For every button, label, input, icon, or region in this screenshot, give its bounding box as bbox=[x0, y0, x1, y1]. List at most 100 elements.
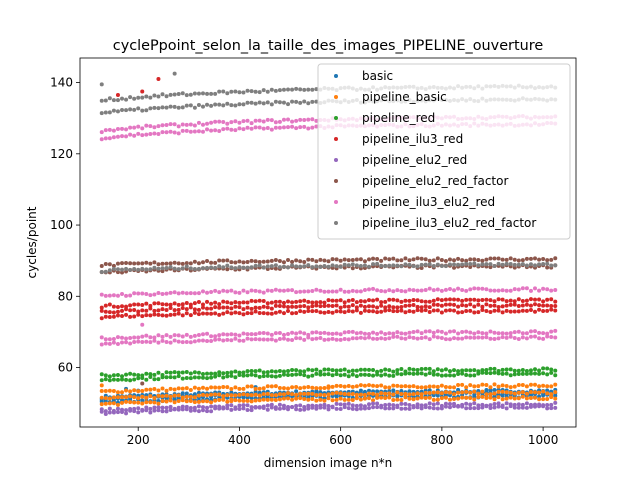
data-point bbox=[553, 373, 558, 378]
data-point bbox=[383, 299, 388, 304]
data-point bbox=[395, 390, 400, 395]
data-point bbox=[427, 329, 432, 334]
data-point bbox=[245, 407, 250, 412]
data-point bbox=[533, 297, 538, 302]
data-point bbox=[200, 266, 205, 271]
data-point bbox=[103, 373, 108, 378]
data-point bbox=[160, 405, 165, 410]
data-point bbox=[435, 372, 440, 377]
data-point bbox=[253, 101, 258, 106]
data-point bbox=[120, 270, 125, 275]
data-point bbox=[342, 257, 347, 262]
data-point bbox=[245, 403, 250, 408]
data-point bbox=[188, 313, 193, 318]
data-point bbox=[140, 314, 145, 319]
data-point bbox=[468, 402, 473, 407]
data-point bbox=[237, 407, 242, 412]
data-point bbox=[524, 286, 529, 291]
data-point bbox=[435, 297, 440, 302]
data-point bbox=[172, 104, 177, 109]
data-point bbox=[354, 336, 359, 341]
data-point bbox=[371, 330, 376, 335]
data-point bbox=[464, 368, 469, 373]
x-tick-label: 800 bbox=[430, 433, 453, 447]
data-point bbox=[492, 337, 497, 342]
data-point bbox=[354, 368, 359, 373]
data-point bbox=[545, 308, 550, 313]
data-point bbox=[383, 372, 388, 377]
data-point bbox=[229, 265, 234, 270]
data-point bbox=[553, 287, 558, 292]
data-point bbox=[419, 305, 424, 310]
data-point bbox=[431, 258, 436, 263]
data-point bbox=[245, 332, 250, 337]
data-point bbox=[249, 337, 254, 342]
data-point bbox=[221, 338, 226, 343]
data-point bbox=[379, 309, 384, 314]
data-point bbox=[221, 258, 226, 263]
data-point bbox=[209, 265, 214, 270]
data-point bbox=[379, 300, 384, 305]
data-point bbox=[322, 393, 327, 398]
data-point bbox=[184, 103, 189, 108]
data-point bbox=[407, 402, 412, 407]
data-point bbox=[176, 398, 181, 403]
data-point bbox=[508, 331, 513, 336]
data-point bbox=[164, 122, 169, 127]
data-point bbox=[180, 261, 185, 266]
data-point bbox=[257, 374, 262, 379]
data-point bbox=[120, 395, 125, 400]
data-point bbox=[164, 405, 169, 410]
data-point bbox=[213, 406, 218, 411]
data-point bbox=[192, 129, 197, 134]
data-point bbox=[184, 311, 189, 316]
data-point bbox=[261, 265, 266, 270]
data-point bbox=[277, 373, 282, 378]
data-point bbox=[164, 261, 169, 266]
data-point bbox=[443, 367, 448, 372]
data-point bbox=[281, 100, 286, 105]
data-point bbox=[460, 390, 465, 395]
data-point bbox=[205, 102, 210, 107]
data-point bbox=[140, 133, 145, 138]
data-point bbox=[265, 337, 270, 342]
data-point bbox=[504, 308, 509, 313]
data-point bbox=[120, 374, 125, 379]
data-point bbox=[205, 376, 210, 381]
data-point bbox=[213, 398, 218, 403]
data-point bbox=[533, 382, 538, 387]
data-point bbox=[124, 395, 129, 400]
data-point bbox=[124, 134, 129, 139]
data-point bbox=[229, 407, 234, 412]
data-point bbox=[472, 286, 477, 291]
data-point bbox=[549, 297, 554, 302]
data-point bbox=[362, 331, 367, 336]
data-point bbox=[350, 288, 355, 293]
data-point bbox=[387, 402, 392, 407]
data-point bbox=[294, 407, 299, 412]
data-point bbox=[318, 405, 323, 410]
data-point bbox=[310, 391, 315, 396]
data-point bbox=[168, 129, 173, 134]
data-point bbox=[371, 286, 376, 291]
data-point bbox=[273, 266, 278, 271]
data-point bbox=[298, 403, 303, 408]
data-point bbox=[261, 290, 266, 295]
data-point bbox=[176, 302, 181, 307]
data-point bbox=[472, 304, 477, 309]
data-point bbox=[545, 403, 550, 408]
data-point bbox=[476, 258, 481, 263]
data-point bbox=[103, 341, 108, 346]
data-point bbox=[107, 406, 112, 411]
data-point bbox=[111, 401, 116, 406]
data-point bbox=[346, 337, 351, 342]
data-point bbox=[217, 392, 222, 397]
data-point bbox=[140, 266, 145, 271]
data-point bbox=[411, 335, 416, 340]
data-point bbox=[128, 341, 133, 346]
data-point bbox=[435, 256, 440, 261]
data-point bbox=[257, 337, 262, 342]
data-point bbox=[245, 384, 250, 389]
data-point bbox=[423, 335, 428, 340]
data-point bbox=[192, 395, 197, 400]
